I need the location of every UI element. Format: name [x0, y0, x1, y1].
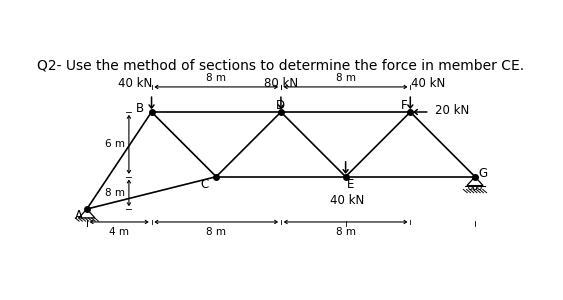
Text: F: F — [400, 99, 407, 112]
Text: 40 kN: 40 kN — [411, 77, 445, 90]
Text: 4 m: 4 m — [109, 227, 129, 237]
Text: 6 m: 6 m — [105, 139, 125, 149]
Text: D: D — [276, 99, 285, 112]
Text: 40 kN: 40 kN — [118, 77, 153, 90]
Text: 80 kN: 80 kN — [264, 77, 298, 90]
Text: 8 m: 8 m — [336, 227, 356, 237]
Text: 20 kN: 20 kN — [435, 104, 469, 117]
Text: 8 m: 8 m — [206, 73, 226, 83]
Text: 8 m: 8 m — [206, 227, 226, 237]
Text: 8 m: 8 m — [336, 73, 356, 83]
Text: 40 kN: 40 kN — [330, 194, 364, 208]
Text: G: G — [479, 167, 488, 180]
Text: Q2- Use the method of sections to determine the force in member CE.: Q2- Use the method of sections to determ… — [37, 58, 525, 73]
Text: B: B — [136, 102, 144, 115]
Text: A: A — [75, 209, 83, 222]
Text: C: C — [201, 178, 209, 191]
Text: E: E — [347, 178, 354, 191]
Text: 8 m: 8 m — [105, 188, 125, 198]
